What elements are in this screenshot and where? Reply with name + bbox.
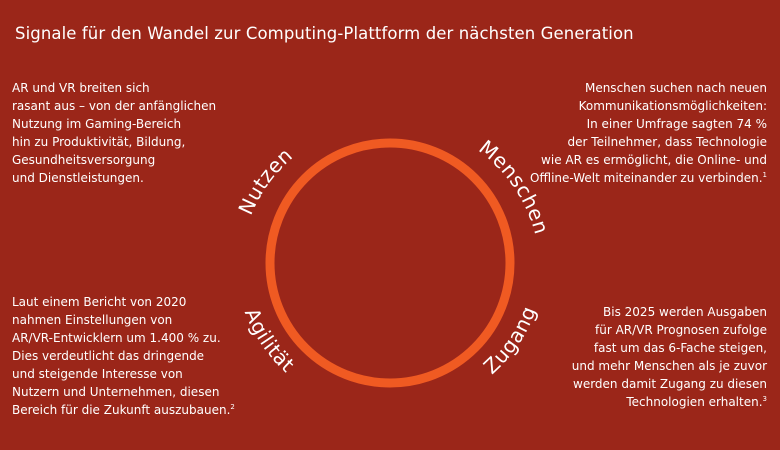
description-line: AR/VR-Entwicklern um 1.400 % zu. — [12, 331, 221, 345]
footnote-marker: 2 — [230, 403, 235, 411]
description-line: Laut einem Bericht von 2020 — [12, 295, 187, 309]
description-line: Dies verdeutlicht das dringende — [12, 349, 205, 363]
agilitaet-description: Laut einem Bericht von 2020 nahmen Einste… — [12, 293, 235, 419]
description-line: Bis 2025 werden Ausgaben — [603, 305, 767, 319]
menschen-description: Menschen suchen nach neuen Kommunikations… — [530, 79, 767, 187]
description-line: und Dienstleistungen. — [12, 171, 144, 185]
description-line: werden damit Zugang zu diesen — [573, 377, 767, 391]
description-line: In einer Umfrage sagten 74 % — [586, 117, 767, 131]
description-line: Bereich für die Zukunft auszubauen.2 — [12, 403, 235, 417]
description-line: Nutzern und Unternehmen, diesen — [12, 385, 220, 399]
footnote-marker: 3 — [762, 395, 767, 403]
description-line: und mehr Menschen als je zuvor — [571, 359, 767, 373]
description-line: Technologien erhalten.3 — [626, 395, 767, 409]
description-line: AR und VR breiten sich — [12, 81, 150, 95]
description-line: Nutzung im Gaming-Bereich — [12, 117, 182, 131]
label-zugang: Zugang — [479, 303, 541, 379]
nutzen-description: AR und VR breiten sich rasant aus – von d… — [12, 79, 216, 187]
description-line: fast um das 6-Fache steigen, — [593, 341, 767, 355]
description-line: hin zu Produktivität, Bildung, — [12, 135, 186, 149]
description-line: Kommunikationsmöglichkeiten: — [578, 99, 767, 113]
description-line: nahmen Einstellungen von — [12, 313, 173, 327]
description-line: für AR/VR Prognosen zufolge — [595, 323, 767, 337]
zugang-description: Bis 2025 werden Ausgaben für AR/VR Progno… — [572, 303, 767, 411]
description-line: und steigende Interesse von — [12, 367, 183, 381]
label-agilitaet: Agilität — [240, 304, 300, 377]
description-line: Offline-Welt miteinander zu verbinden.1 — [530, 171, 767, 185]
center-circle — [265, 138, 515, 388]
description-line: der Teilnehmer, dass Technologie — [567, 135, 767, 149]
page-title: Signale für den Wandel zur Computing-Pla… — [15, 24, 634, 43]
description-line: wie AR es ermöglicht, die Online- und — [541, 153, 767, 167]
description-line: Gesundheitsversorgung — [12, 153, 156, 167]
footnote-marker: 1 — [762, 171, 767, 179]
description-line: Menschen suchen nach neuen — [584, 81, 767, 95]
description-line: rasant aus – von der anfänglichen — [12, 99, 217, 113]
